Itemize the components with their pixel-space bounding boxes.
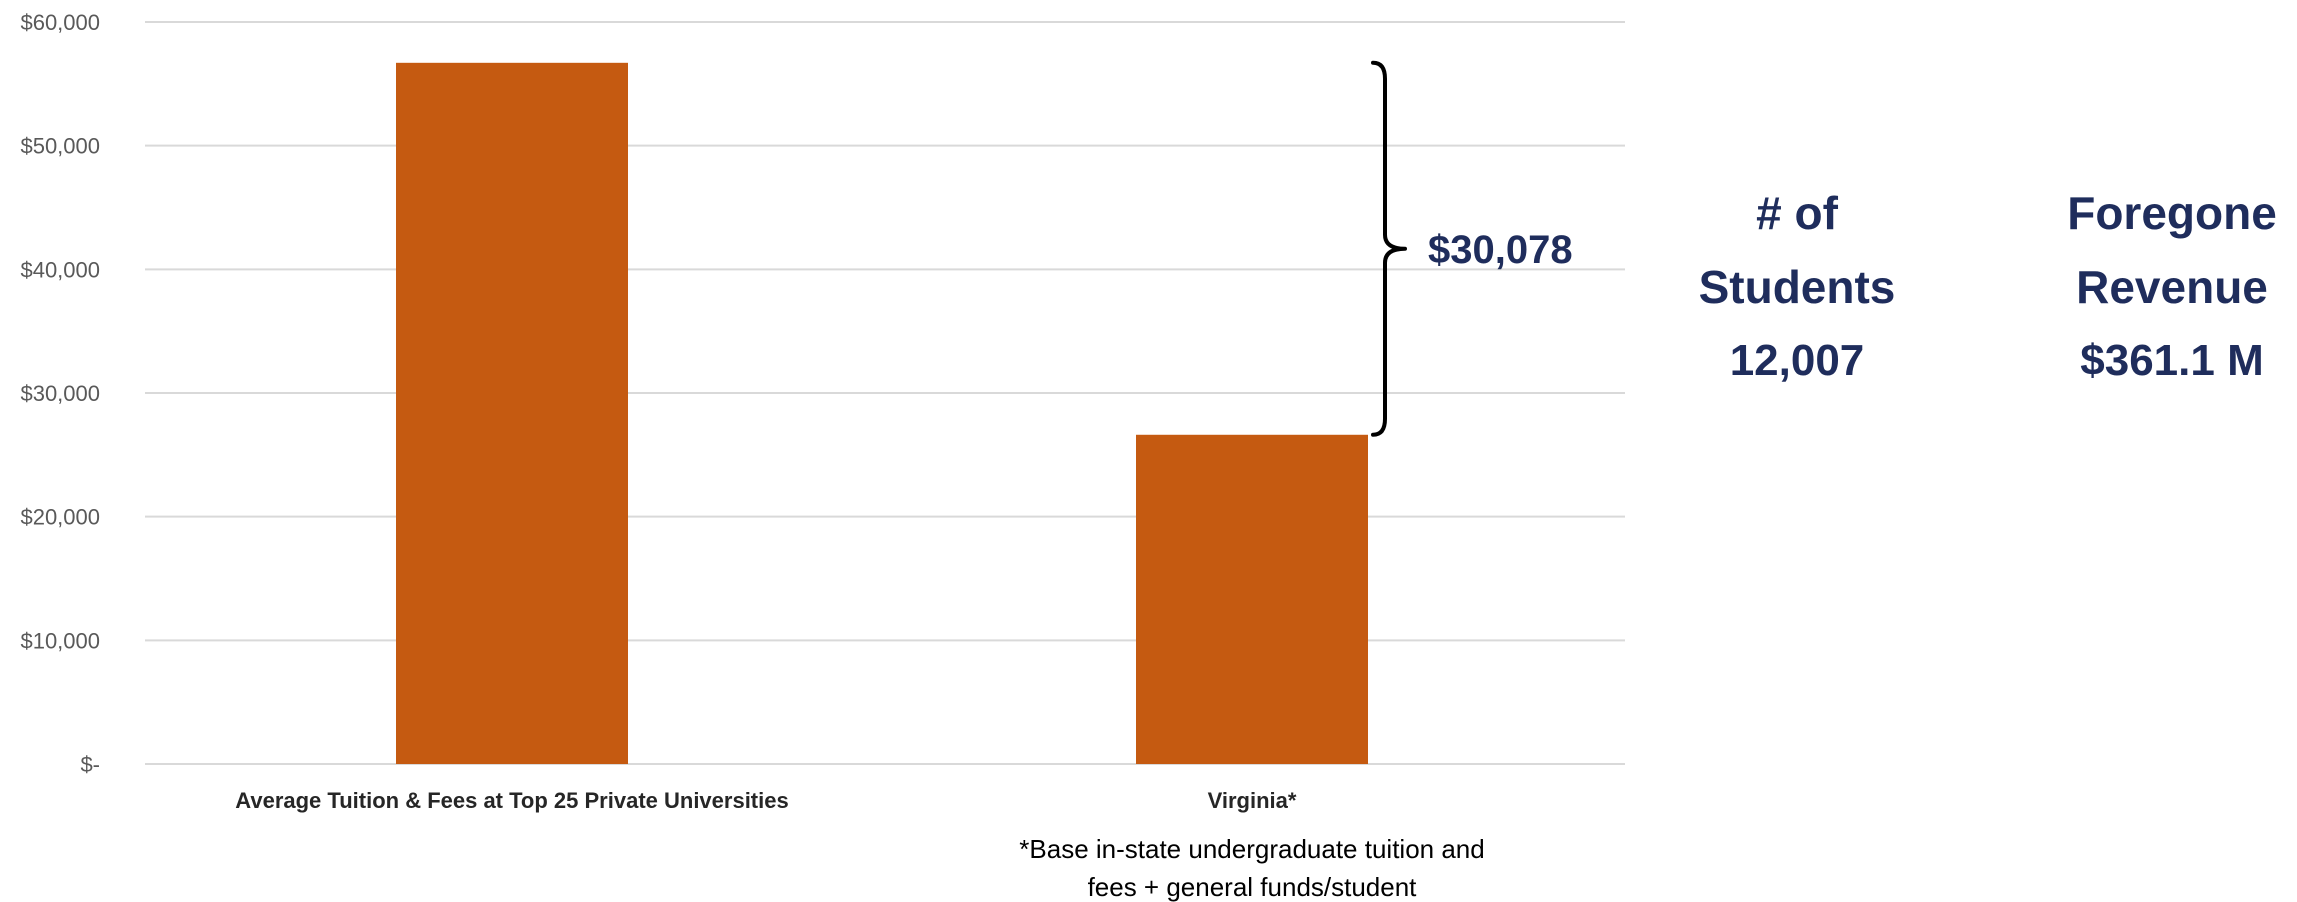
footnote-line: *Base in-state undergraduate tuition and [1019, 834, 1484, 864]
footnote: *Base in-state undergraduate tuition and… [1019, 834, 1484, 902]
y-tick-label: $- [80, 752, 100, 777]
y-tick-label: $60,000 [20, 10, 100, 35]
students-label-line-2: Students [1698, 261, 1896, 313]
x-axis-category-labels: Average Tuition & Fees at Top 25 Private… [235, 788, 1297, 813]
revenue-label-line-1: Foregone [2067, 187, 2277, 239]
y-tick-label: $40,000 [20, 257, 100, 282]
students-stat: # of Students 12,007 [1632, 176, 1962, 398]
bars [396, 62, 1368, 765]
brace-mark [1371, 60, 1407, 437]
y-tick-label: $10,000 [20, 628, 100, 653]
foregone-revenue-stat: Foregone Revenue $361.1 M [2022, 176, 2297, 398]
x-category-label: Average Tuition & Fees at Top 25 Private… [235, 788, 788, 813]
x-category-label: Virginia* [1208, 788, 1297, 813]
footnote-line: fees + general funds/student [1088, 872, 1418, 902]
bar [1136, 434, 1368, 764]
difference-value-label: $30,078 [1428, 228, 1573, 272]
students-value: 12,007 [1729, 336, 1865, 385]
gridlines [145, 21, 1625, 765]
bar [396, 62, 628, 765]
y-tick-label: $20,000 [20, 505, 100, 530]
y-axis-tick-labels: $- $10,000 $20,000 $30,000 $40,000 $50,000 $60… [20, 10, 100, 777]
revenue-value: $361.1 M [2080, 336, 2264, 385]
y-tick-label: $30,000 [20, 381, 100, 406]
y-tick-label: $50,000 [20, 134, 100, 159]
students-label-line-1: # of [1756, 187, 1838, 239]
difference-annotation: $30,078 [1371, 60, 1573, 437]
revenue-label-line-2: Revenue [2076, 261, 2268, 313]
